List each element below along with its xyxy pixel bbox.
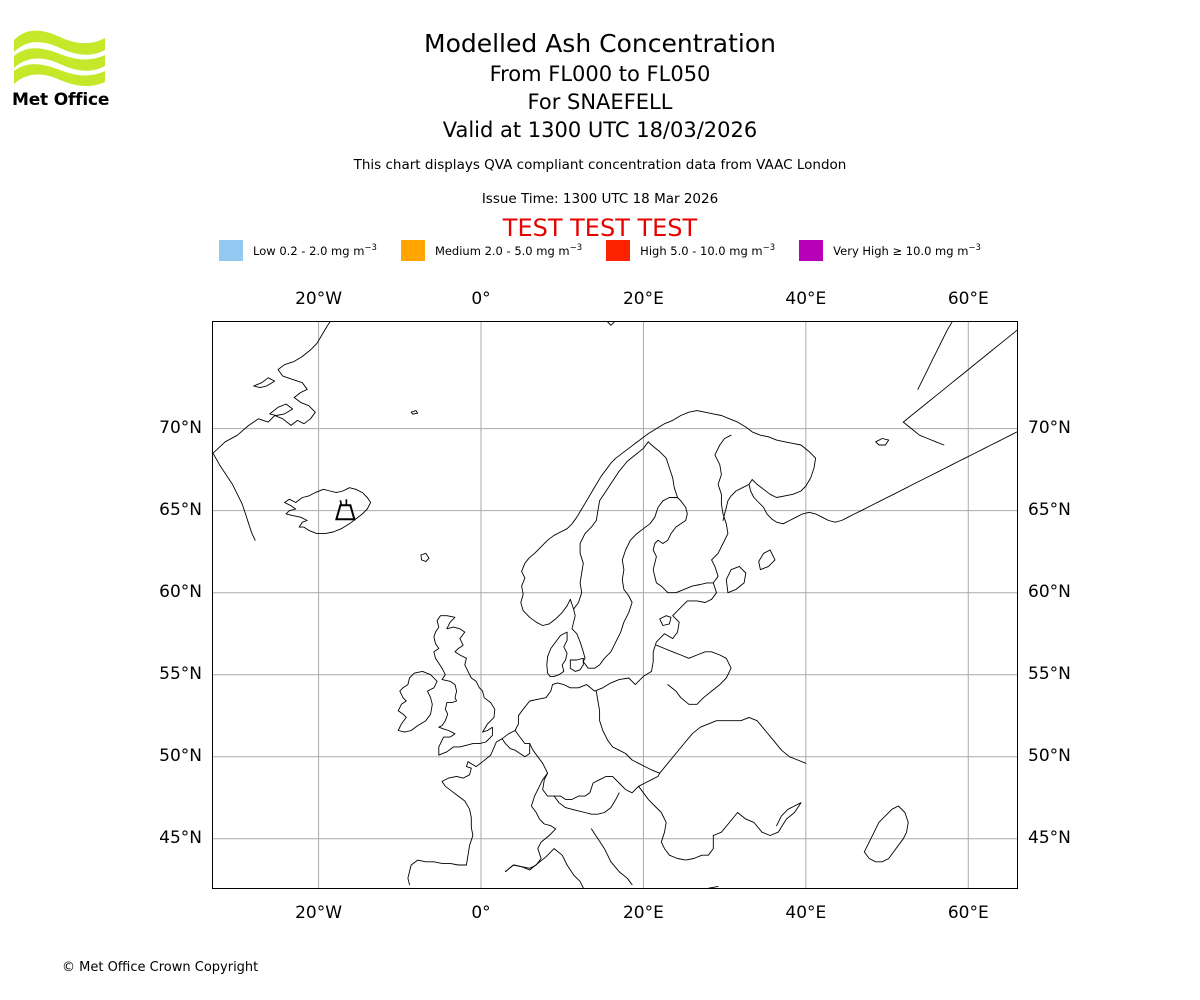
lat-tick-left-1: 50°N xyxy=(159,745,202,766)
lat-tick-right-3: 60°N xyxy=(1028,581,1071,602)
lon-tick-top-1: 0° xyxy=(471,289,491,309)
legend-medium-label: Medium 2.0 - 5.0 mg m−3 xyxy=(434,243,583,258)
lat-tick-left-5: 70°N xyxy=(159,417,202,438)
ash-concentration-map[interactable] xyxy=(212,321,1018,889)
lat-tick-left-3: 60°N xyxy=(159,581,202,602)
chart-title: Modelled Ash Concentration xyxy=(424,29,776,58)
concentration-legend: Low 0.2 - 2.0 mg m−3 Medium 2.0 - 5.0 mg… xyxy=(0,240,1200,261)
lon-tick-top-3: 40°E xyxy=(785,289,827,309)
lat-tick-right-4: 65°N xyxy=(1028,499,1071,520)
volcano-marker xyxy=(335,504,356,521)
chart-subtitle: This chart displays QVA compliant concen… xyxy=(353,157,847,173)
flight-level-range: From FL000 to FL050 xyxy=(489,62,711,86)
legend-low-swatch xyxy=(219,240,244,261)
test-banner: TEST TEST TEST xyxy=(502,214,698,242)
issue-time: Issue Time: 1300 UTC 18 Mar 2026 xyxy=(481,191,719,207)
lon-tick-top-2: 20°E xyxy=(622,289,664,309)
lon-tick-top-0: 20°W xyxy=(295,289,343,309)
legend-very-high-swatch xyxy=(799,240,824,261)
lat-tick-right-5: 70°N xyxy=(1028,417,1071,438)
lat-tick-left-4: 65°N xyxy=(159,499,202,520)
lat-tick-left-2: 55°N xyxy=(159,663,202,684)
valid-time: Valid at 1300 UTC 18/03/2026 xyxy=(442,118,758,142)
page-title: Modelled Ash Concentration From FL000 to… xyxy=(0,28,1200,144)
legend-medium: Medium 2.0 - 5.0 mg m−3 xyxy=(400,240,583,261)
legend-very-high-label: Very High ≥ 10.0 mg m−3 xyxy=(833,243,981,258)
lon-tick-top-4: 60°E xyxy=(947,289,989,309)
lon-tick-bottom-1: 0° xyxy=(471,903,491,923)
lat-tick-right-2: 55°N xyxy=(1028,663,1071,684)
legend-high: High 5.0 - 10.0 mg m−3 xyxy=(606,240,775,261)
legend-low-label: Low 0.2 - 2.0 mg m−3 xyxy=(253,243,377,258)
lon-tick-bottom-4: 60°E xyxy=(947,903,989,923)
met-office-logo-text: Met Office xyxy=(12,90,110,110)
legend-low: Low 0.2 - 2.0 mg m−3 xyxy=(219,240,377,261)
lat-tick-left-0: 45°N xyxy=(159,827,202,848)
legend-medium-swatch xyxy=(400,240,425,261)
legend-high-label: High 5.0 - 10.0 mg m−3 xyxy=(640,243,776,258)
volcano-name: For SNAEFELL xyxy=(527,90,673,114)
copyright-notice: © Met Office Crown Copyright xyxy=(62,960,259,975)
lon-tick-bottom-2: 20°E xyxy=(622,903,664,923)
met-office-logo xyxy=(12,28,122,113)
lat-tick-right-1: 50°N xyxy=(1028,745,1071,766)
lat-tick-right-0: 45°N xyxy=(1028,827,1071,848)
legend-very-high: Very High ≥ 10.0 mg m−3 xyxy=(799,240,981,261)
lon-tick-bottom-0: 20°W xyxy=(295,903,343,923)
lon-tick-bottom-3: 40°E xyxy=(785,903,827,923)
legend-high-swatch xyxy=(606,240,631,261)
